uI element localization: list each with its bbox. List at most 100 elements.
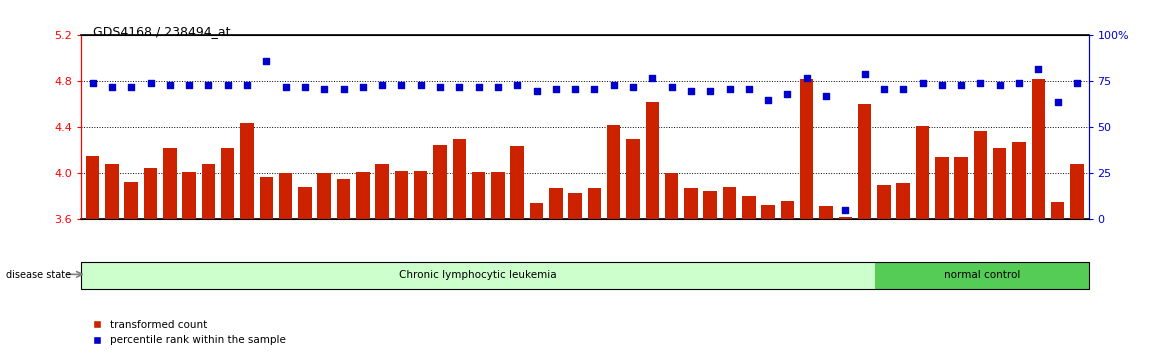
Bar bbox=[357, 172, 369, 219]
Point bbox=[816, 93, 835, 99]
Bar bbox=[742, 196, 756, 219]
Point bbox=[353, 84, 372, 90]
Bar bbox=[665, 173, 679, 219]
Point bbox=[179, 82, 198, 88]
Bar bbox=[780, 201, 794, 219]
Point bbox=[508, 82, 527, 88]
Bar bbox=[974, 131, 987, 219]
Bar bbox=[433, 145, 447, 219]
Point bbox=[315, 86, 334, 92]
Bar bbox=[703, 191, 717, 219]
Bar bbox=[413, 171, 427, 219]
Point bbox=[720, 86, 739, 92]
Bar bbox=[105, 164, 118, 219]
Bar bbox=[954, 157, 968, 219]
Bar bbox=[1051, 202, 1064, 219]
Text: normal control: normal control bbox=[944, 270, 1020, 280]
Point bbox=[914, 80, 932, 86]
Point bbox=[932, 82, 951, 88]
Point bbox=[778, 91, 797, 97]
Bar bbox=[819, 206, 833, 219]
Point bbox=[836, 207, 855, 213]
Bar bbox=[645, 102, 659, 219]
Bar bbox=[607, 125, 621, 219]
Bar bbox=[375, 164, 389, 219]
Bar bbox=[529, 203, 543, 219]
Point bbox=[758, 97, 777, 103]
Point bbox=[624, 84, 643, 90]
Bar bbox=[163, 148, 176, 219]
Point bbox=[411, 82, 430, 88]
Bar bbox=[875, 262, 1089, 289]
Bar bbox=[936, 157, 948, 219]
Point bbox=[141, 80, 160, 86]
Bar bbox=[472, 172, 485, 219]
Bar bbox=[800, 79, 814, 219]
Point bbox=[1029, 66, 1048, 72]
Point bbox=[1048, 99, 1067, 104]
Point bbox=[83, 80, 102, 86]
Point bbox=[952, 82, 970, 88]
Point bbox=[662, 84, 681, 90]
Point bbox=[894, 86, 913, 92]
Point bbox=[219, 82, 237, 88]
Bar bbox=[878, 185, 891, 219]
Point bbox=[798, 75, 816, 81]
Point bbox=[489, 84, 507, 90]
Bar bbox=[221, 148, 234, 219]
Point bbox=[161, 82, 179, 88]
Point bbox=[1010, 80, 1028, 86]
Bar bbox=[124, 182, 138, 219]
Point bbox=[257, 58, 276, 64]
Point bbox=[740, 86, 758, 92]
Point bbox=[643, 75, 661, 81]
Bar bbox=[684, 188, 697, 219]
Bar bbox=[1012, 142, 1026, 219]
Bar bbox=[259, 177, 273, 219]
Bar bbox=[491, 172, 505, 219]
Point bbox=[856, 71, 874, 77]
Point bbox=[431, 84, 449, 90]
Point bbox=[701, 88, 719, 93]
Bar bbox=[337, 179, 350, 219]
Point bbox=[103, 84, 122, 90]
Bar bbox=[279, 173, 292, 219]
Point bbox=[604, 82, 623, 88]
Bar bbox=[511, 146, 523, 219]
Bar bbox=[858, 104, 872, 219]
Point bbox=[393, 82, 411, 88]
Bar bbox=[587, 188, 601, 219]
Point bbox=[277, 84, 295, 90]
Point bbox=[1068, 80, 1086, 86]
Point bbox=[566, 86, 585, 92]
Point bbox=[295, 84, 314, 90]
Text: GDS4168 / 238494_at: GDS4168 / 238494_at bbox=[93, 25, 230, 38]
Text: disease state: disease state bbox=[6, 270, 71, 280]
Point bbox=[682, 88, 701, 93]
Point bbox=[585, 86, 603, 92]
Bar bbox=[201, 164, 215, 219]
Point bbox=[450, 84, 469, 90]
Point bbox=[972, 80, 990, 86]
Bar bbox=[896, 183, 910, 219]
Bar bbox=[182, 172, 196, 219]
Bar bbox=[1070, 164, 1084, 219]
Bar bbox=[395, 171, 409, 219]
Bar bbox=[241, 123, 254, 219]
Legend: transformed count, percentile rank within the sample: transformed count, percentile rank withi… bbox=[86, 320, 286, 345]
Point bbox=[122, 84, 140, 90]
Bar bbox=[1032, 79, 1045, 219]
Bar bbox=[762, 205, 775, 219]
Bar bbox=[81, 262, 875, 289]
Point bbox=[527, 88, 545, 93]
Text: Chronic lymphocytic leukemia: Chronic lymphocytic leukemia bbox=[400, 270, 557, 280]
Bar bbox=[299, 187, 312, 219]
Point bbox=[373, 82, 391, 88]
Point bbox=[547, 86, 565, 92]
Bar bbox=[86, 156, 100, 219]
Point bbox=[469, 84, 488, 90]
Point bbox=[237, 82, 256, 88]
Point bbox=[199, 82, 218, 88]
Point bbox=[990, 82, 1009, 88]
Bar bbox=[569, 193, 581, 219]
